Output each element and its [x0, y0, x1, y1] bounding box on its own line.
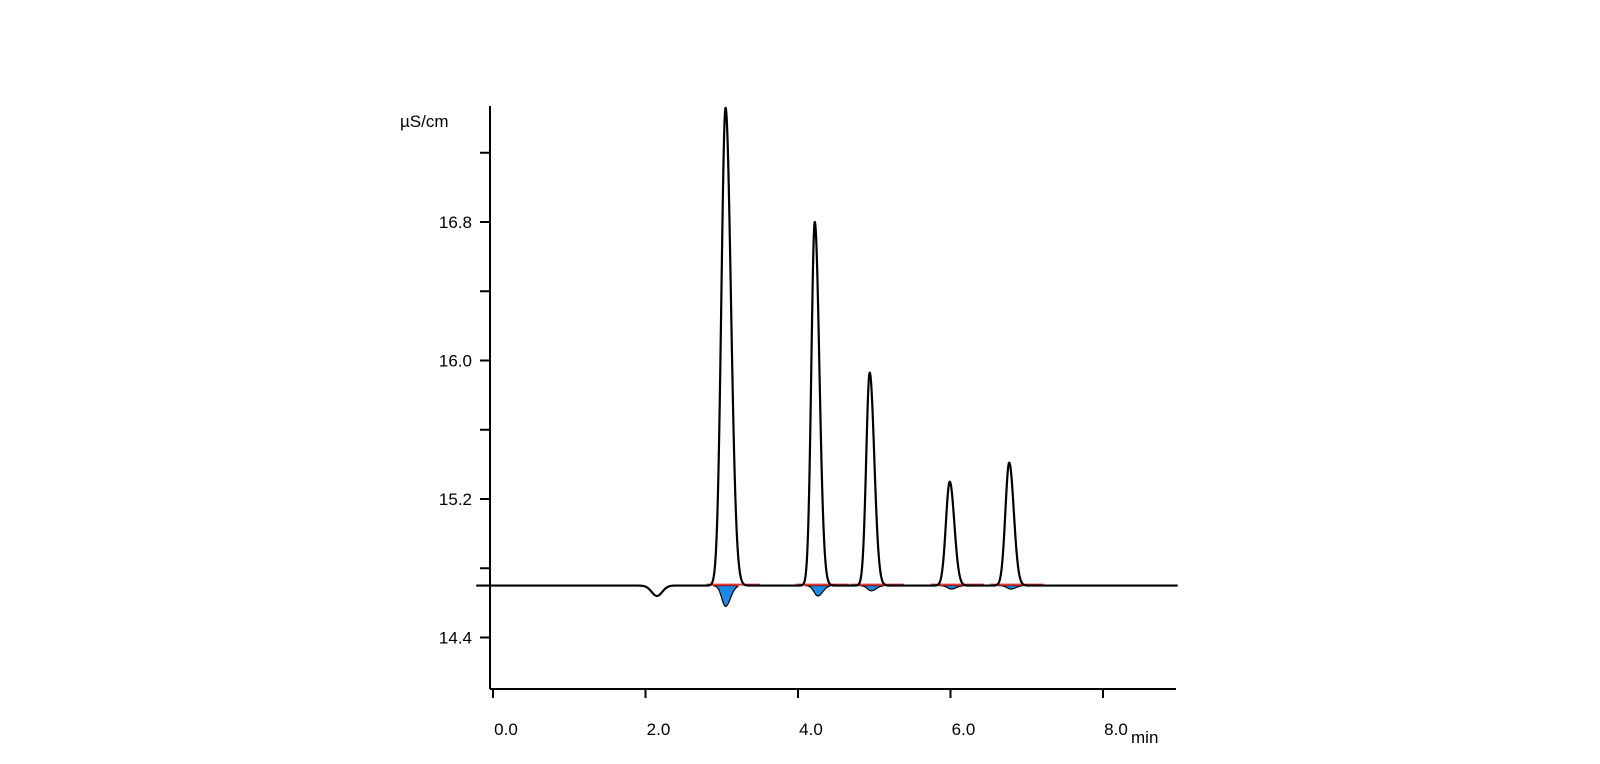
negative-peak-areas [712, 584, 1024, 607]
y-axis-ticks: 14.4 15.2 16.0 16.8 [439, 151, 490, 648]
x-tick-label: 6.0 [952, 720, 976, 739]
y-tick-label: 16.8 [439, 213, 472, 232]
y-tick-label: 14.4 [439, 629, 472, 648]
x-tick-label: 2.0 [647, 720, 671, 739]
x-tick-label: 8.0 [1104, 720, 1128, 739]
x-axis-unit-label: min [1131, 728, 1158, 747]
x-tick-label: 4.0 [799, 720, 823, 739]
negative-peak-area [997, 584, 1024, 590]
negative-peak-area [938, 584, 965, 590]
x-axis-ticks: 0.0 2.0 4.0 6.0 8.0 [492, 689, 1128, 739]
negative-peak-area [858, 584, 884, 592]
chromatogram-trace [475, 106, 1179, 598]
y-tick-label: 15.2 [439, 490, 472, 509]
negative-peak-area [712, 584, 739, 607]
y-tick-label: 16.0 [439, 352, 472, 371]
negative-peak-area [805, 584, 831, 597]
x-tick-label: 0.0 [494, 720, 518, 739]
y-axis-unit-label: µS/cm [400, 112, 449, 131]
